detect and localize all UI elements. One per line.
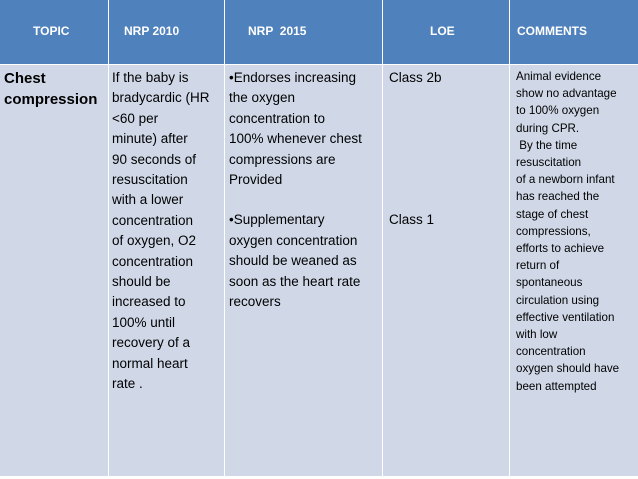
text-line: show no advantage	[516, 87, 617, 101]
header-topic: TOPIC	[33, 24, 70, 38]
text-line: with a lower	[112, 192, 184, 208]
text-line: of a newborn infant	[516, 173, 615, 187]
table-body-row	[0, 65, 638, 476]
text-line: stage of chest	[516, 207, 589, 221]
text-line: recovers	[229, 294, 281, 310]
header-divider	[0, 64, 638, 65]
text-line: compressions,	[516, 224, 591, 238]
column-divider	[509, 0, 510, 476]
text-line: concentration to	[229, 110, 326, 126]
text-line: 100% whenever chest	[229, 131, 362, 147]
text-line: efforts to achieve	[516, 242, 605, 256]
text-line: If the baby is	[112, 70, 189, 85]
text-line: resuscitation	[112, 172, 188, 188]
text-line: effective ventilation	[516, 310, 615, 324]
text-line: should be weaned as	[229, 253, 357, 269]
header-nrp-2010: NRP 2010	[124, 24, 180, 38]
text-line: been attempted	[516, 379, 597, 393]
bottom-border	[0, 476, 638, 478]
text-line: spontaneous	[516, 276, 583, 290]
text-line: oxygen should have	[516, 362, 620, 376]
text-line: circulation using	[516, 293, 600, 307]
text-line: •Supplementary	[229, 212, 325, 228]
text-line: increased to	[112, 294, 186, 310]
text-line: minute) after	[112, 131, 188, 147]
text-line: By the time	[516, 138, 578, 152]
text-line: during CPR.	[516, 121, 580, 135]
text-line: concentration	[112, 212, 194, 228]
text-line: Provided	[229, 172, 283, 188]
text-line: 90 seconds of	[112, 151, 197, 167]
header-comments: COMMENTS	[517, 24, 587, 38]
cell-topic: Chest compression	[4, 68, 97, 110]
text-line: 100% until	[112, 314, 176, 330]
text-line: recovery of a	[112, 335, 191, 351]
loe-class-2b: Class 2b	[389, 70, 442, 85]
text-line: concentration	[112, 253, 194, 269]
text-line: oxygen concentration	[229, 232, 358, 248]
text-line: normal heart	[112, 355, 188, 371]
table-header-row	[0, 0, 638, 64]
text-line: rate .	[112, 376, 143, 392]
nrp-2015-paragraph-1: •Endorses increasing the oxygen concentrat…	[229, 68, 362, 190]
text-line: concentration	[516, 345, 586, 359]
text-line: return of	[516, 259, 560, 273]
header-nrp-2015: NRP 2015	[248, 24, 307, 38]
column-divider	[224, 0, 225, 476]
header-loe: LOE	[430, 24, 455, 38]
text-line: should be	[112, 274, 171, 290]
text-line: compressions are	[229, 151, 336, 167]
text-line: with low	[516, 328, 558, 342]
text-line: to 100% oxygen	[516, 104, 600, 118]
text-line: bradycardic (HR	[112, 90, 210, 106]
text-line: <60 per	[112, 110, 159, 126]
nrp-2015-paragraph-2: •Supplementary oxygen concentration should…	[229, 210, 362, 312]
topic-line: compression	[4, 91, 98, 108]
text-line: the oxygen	[229, 90, 296, 106]
text-line: resuscitation	[516, 156, 582, 170]
column-divider	[382, 0, 383, 476]
cell-comments: Animal evidence show no advantage to 100% …	[516, 68, 619, 395]
cell-loe: Class 2b Class 1	[389, 68, 442, 231]
text-line: •Endorses increasing	[229, 70, 357, 85]
text-line: of oxygen, O2	[112, 233, 197, 249]
text-line: has reached the	[516, 190, 600, 204]
loe-class-1: Class 1	[389, 212, 435, 228]
text-line: soon as the heart rate	[229, 273, 361, 289]
text-line: Animal evidence	[516, 70, 602, 83]
topic-line: Chest	[4, 70, 46, 87]
column-divider	[108, 0, 109, 476]
cell-nrp-2015: •Endorses increasing the oxygen concentrat…	[229, 68, 362, 312]
cell-nrp-2010: If the baby is bradycardic (HR <60 per minu…	[112, 68, 210, 395]
